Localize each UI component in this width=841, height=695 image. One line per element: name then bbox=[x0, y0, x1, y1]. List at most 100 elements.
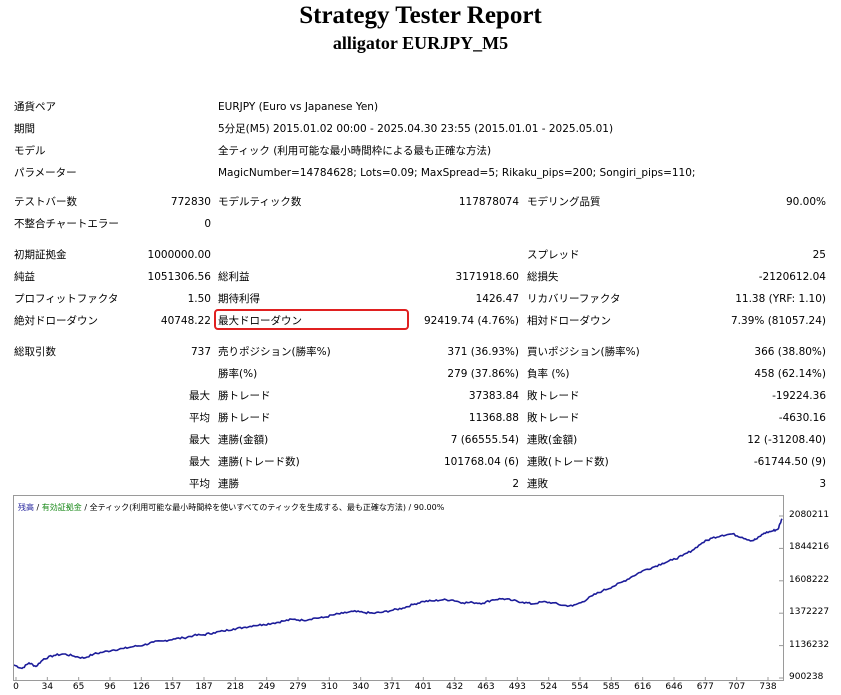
x-tick-label: 524 bbox=[540, 682, 558, 692]
profit-trades-value: 279 (37.86%) bbox=[447, 368, 519, 380]
x-tick-label: 432 bbox=[446, 682, 464, 692]
gross-loss-value: -2120612.04 bbox=[758, 271, 826, 283]
average-win-value: 11368.88 bbox=[468, 412, 519, 424]
period-label: 期間 bbox=[14, 123, 35, 135]
max-word: 最大 bbox=[189, 434, 210, 446]
gross-loss-label: 総損失 bbox=[527, 271, 559, 283]
average-word: 平均 bbox=[189, 412, 210, 424]
x-tick-label: 310 bbox=[320, 682, 338, 692]
relative-drawdown-value: 7.39% (81057.24) bbox=[731, 315, 826, 327]
legend-sep-3: / bbox=[408, 503, 414, 512]
recovery-factor-value: 11.38 (YRF: 1.10) bbox=[735, 293, 826, 305]
balance-chart bbox=[13, 495, 784, 681]
x-tick-label: 187 bbox=[195, 682, 213, 692]
y-tick-label: 2080211 bbox=[789, 510, 830, 520]
model-label: モデル bbox=[14, 145, 46, 157]
x-tick-label: 493 bbox=[508, 682, 526, 692]
spread-value: 25 bbox=[812, 249, 826, 261]
max-consecutive-losses-value: 12 (-31208.40) bbox=[747, 434, 826, 446]
x-tick-label: 646 bbox=[665, 682, 683, 692]
y-tick-label: 900238 bbox=[789, 672, 824, 682]
x-tick-label: 340 bbox=[352, 682, 370, 692]
x-tick-label: 126 bbox=[132, 682, 150, 692]
ticks-value: 117878074 bbox=[458, 196, 519, 208]
largest-win-value: 37383.84 bbox=[468, 390, 519, 402]
ticks-label: モデルティック数 bbox=[218, 196, 302, 208]
expected-payoff-value: 1426.47 bbox=[475, 293, 519, 305]
x-tick-label: 616 bbox=[634, 682, 652, 692]
average-consecutive-wins-label: 連勝 bbox=[218, 478, 239, 490]
profit-factor-value: 1.50 bbox=[187, 293, 211, 305]
largest-loss-value: -19224.36 bbox=[772, 390, 826, 402]
long-positions-value: 366 (38.80%) bbox=[754, 346, 826, 358]
report-subtitle: alligator EURJPY_M5 bbox=[332, 33, 509, 53]
legend-model: 全ティック(利用可能な最小時間枠を使いすべてのティックを生成する、最も正確な方法… bbox=[89, 503, 406, 512]
x-tick-label: 34 bbox=[41, 682, 54, 692]
largest-word: 最大 bbox=[189, 390, 210, 402]
errors-value: 0 bbox=[204, 218, 211, 230]
absolute-drawdown-label: 絶対ドローダウン bbox=[14, 315, 98, 327]
y-tick-label: 1372227 bbox=[789, 607, 830, 618]
max-drawdown-highlight bbox=[214, 309, 409, 330]
absolute-drawdown-value: 40748.22 bbox=[160, 315, 211, 327]
legend-sep-1: / bbox=[36, 503, 42, 512]
average-win-label: 勝トレード bbox=[218, 412, 271, 424]
x-tick-label: 401 bbox=[414, 682, 432, 692]
max-consecutive-profit-label: 連勝(トレード数) bbox=[218, 456, 300, 468]
chart-legend: 残高 / 有効証拠金 / 全ティック(利用可能な最小時間枠を使いすべてのティック… bbox=[18, 502, 444, 513]
recovery-factor-label: リカバリーファクタ bbox=[527, 293, 621, 305]
largest-win-label: 勝トレード bbox=[218, 390, 271, 402]
x-tick-label: 65 bbox=[72, 682, 85, 692]
max-drawdown-value: 92419.74 (4.76%) bbox=[424, 315, 519, 327]
x-tick-label: 157 bbox=[164, 682, 182, 692]
currency-label: 通貨ペア bbox=[14, 101, 56, 113]
average-word-2: 平均 bbox=[189, 478, 210, 490]
relative-drawdown-label: 相対ドローダウン bbox=[527, 315, 611, 327]
x-tick-label: 677 bbox=[696, 682, 714, 692]
total-trades-value: 737 bbox=[190, 346, 211, 358]
max-consecutive-wins-label: 連勝(金額) bbox=[218, 434, 269, 446]
loss-trades-value: 458 (62.14%) bbox=[754, 368, 826, 380]
net-profit-label: 純益 bbox=[14, 271, 35, 283]
max-consecutive-loss-label: 連敗(トレード数) bbox=[527, 456, 609, 468]
params-label: パラメーター bbox=[14, 167, 77, 179]
legend-margin: 有効証拠金 bbox=[41, 503, 82, 512]
net-profit-value: 1051306.56 bbox=[147, 271, 211, 283]
x-tick-label: 585 bbox=[602, 682, 620, 692]
profit-trades-label: 勝率(%) bbox=[218, 368, 258, 380]
max-word-2: 最大 bbox=[189, 456, 210, 468]
x-tick-label: 554 bbox=[571, 682, 589, 692]
balance-chart-plot bbox=[14, 515, 783, 680]
report-title: Strategy Tester Report bbox=[299, 2, 542, 29]
legend-sep-2: / bbox=[84, 503, 90, 512]
max-consecutive-loss-value: -61744.50 (9) bbox=[753, 456, 826, 468]
spread-label: スプレッド bbox=[527, 249, 580, 261]
y-tick-label: 1844216 bbox=[789, 542, 830, 553]
period-value: 5分足(M5) 2015.01.02 00:00 - 2025.04.30 23… bbox=[218, 123, 614, 135]
average-consecutive-wins-value: 2 bbox=[512, 478, 519, 490]
profit-factor-label: プロフィットファクタ bbox=[14, 293, 119, 305]
params-value: MagicNumber=14784628; Lots=0.09; MaxSpre… bbox=[218, 167, 696, 179]
x-tick-label: 249 bbox=[258, 682, 276, 692]
average-loss-label: 敗トレード bbox=[527, 412, 580, 424]
short-positions-value: 371 (36.93%) bbox=[447, 346, 519, 358]
quality-label: モデリング品質 bbox=[527, 196, 601, 208]
quality-value: 90.00% bbox=[785, 196, 826, 208]
balance-line bbox=[14, 518, 783, 670]
deposit-label: 初期証拠金 bbox=[14, 249, 67, 261]
currency-value: EURJPY (Euro vs Japanese Yen) bbox=[218, 101, 379, 113]
errors-label: 不整合チャートエラー bbox=[14, 218, 119, 230]
expected-payoff-label: 期待利得 bbox=[218, 293, 260, 305]
y-tick-label: 1608222 bbox=[789, 574, 830, 585]
average-consecutive-losses-value: 3 bbox=[819, 478, 826, 490]
gross-profit-value: 3171918.60 bbox=[455, 271, 519, 283]
x-tick-label: 371 bbox=[383, 682, 401, 692]
largest-loss-label: 敗トレード bbox=[527, 390, 580, 402]
deposit-value: 1000000.00 bbox=[147, 249, 211, 261]
average-loss-value: -4630.16 bbox=[778, 412, 826, 424]
x-tick-label: 96 bbox=[104, 682, 116, 692]
bars-label: テストバー数 bbox=[14, 196, 77, 208]
legend-quality: 90.00% bbox=[413, 503, 445, 512]
y-tick-label: 1136232 bbox=[789, 639, 830, 650]
bars-value: 772830 bbox=[170, 196, 211, 208]
